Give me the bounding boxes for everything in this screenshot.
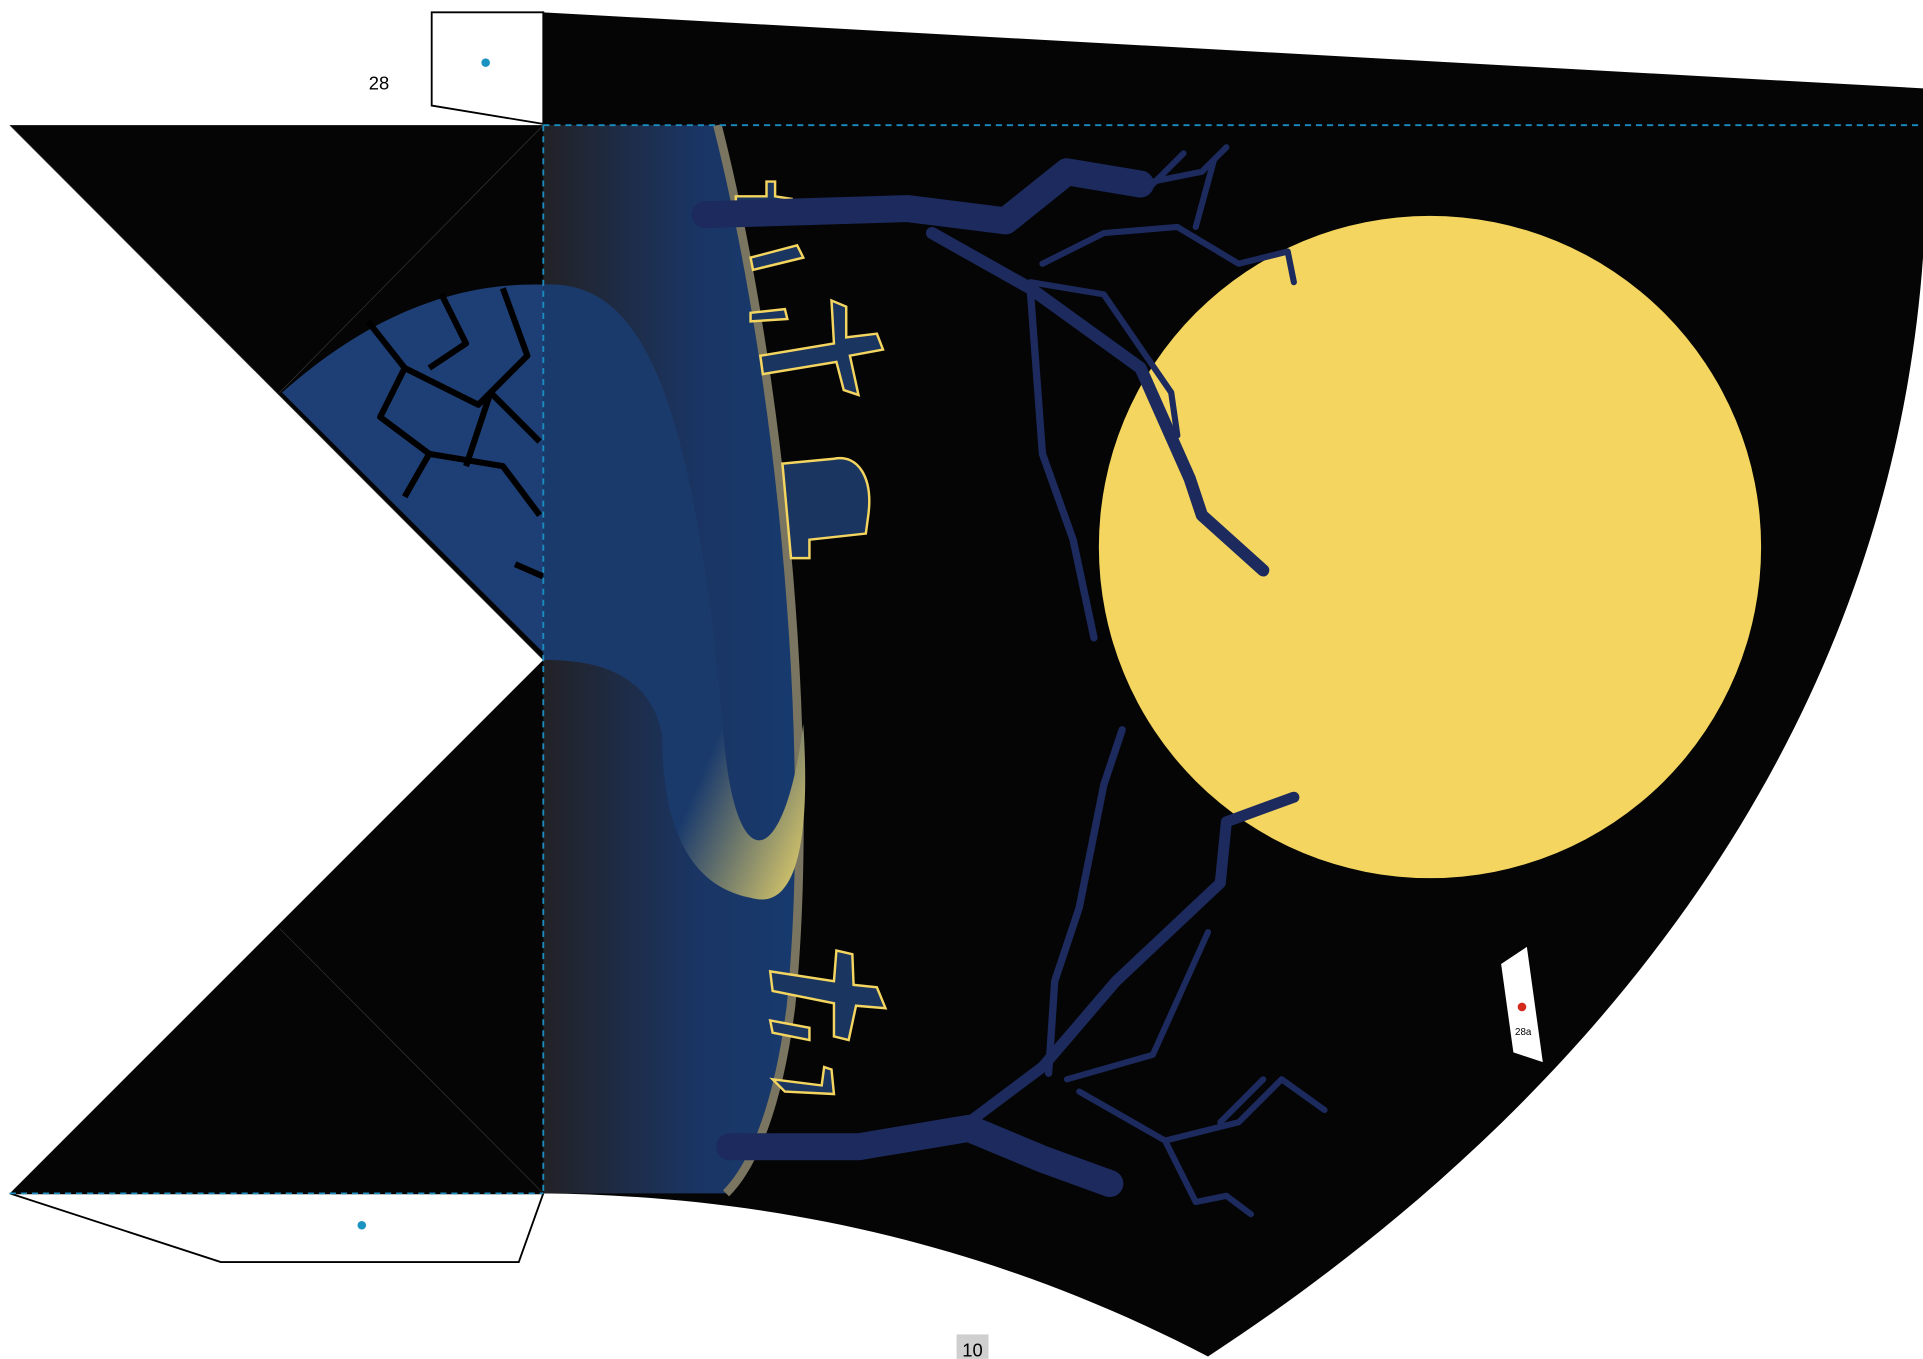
glue-tab: [430, 11, 545, 126]
fold-lines: [9, 124, 1923, 1195]
tree-branch: [691, 158, 1155, 235]
tree-branch: [925, 226, 1270, 577]
tree-branch: [1063, 929, 1328, 1218]
tab-dot: [1517, 1002, 1527, 1012]
tree-branch: [963, 791, 1300, 1128]
tab-dot: [357, 1220, 367, 1230]
tree-branch: [716, 1114, 1124, 1198]
trees: [691, 144, 1328, 1218]
tombstones: [734, 180, 888, 1096]
page-number: 10: [962, 1339, 982, 1359]
glue-tab: [9, 1192, 545, 1263]
tab-dot: [481, 58, 490, 67]
tombstone: [781, 456, 871, 560]
fold-line: [279, 124, 544, 393]
fold-line: [279, 928, 544, 1194]
ghost: [543, 284, 806, 900]
tab-label: 28: [369, 73, 389, 94]
moon: [1098, 215, 1762, 879]
tree-branch: [1027, 144, 1297, 439]
tombstone: [734, 180, 836, 1096]
brick-cracks: [365, 287, 545, 580]
tree-branch: [1026, 284, 1098, 642]
tab-label: 28a: [1515, 1027, 1532, 1038]
brick-wall: [282, 284, 544, 653]
fold-line: [9, 124, 544, 661]
tombstone: [758, 298, 885, 397]
tombstone: [768, 949, 888, 1042]
tree-branch: [1044, 726, 1126, 1077]
page-number-box: [956, 1334, 989, 1359]
